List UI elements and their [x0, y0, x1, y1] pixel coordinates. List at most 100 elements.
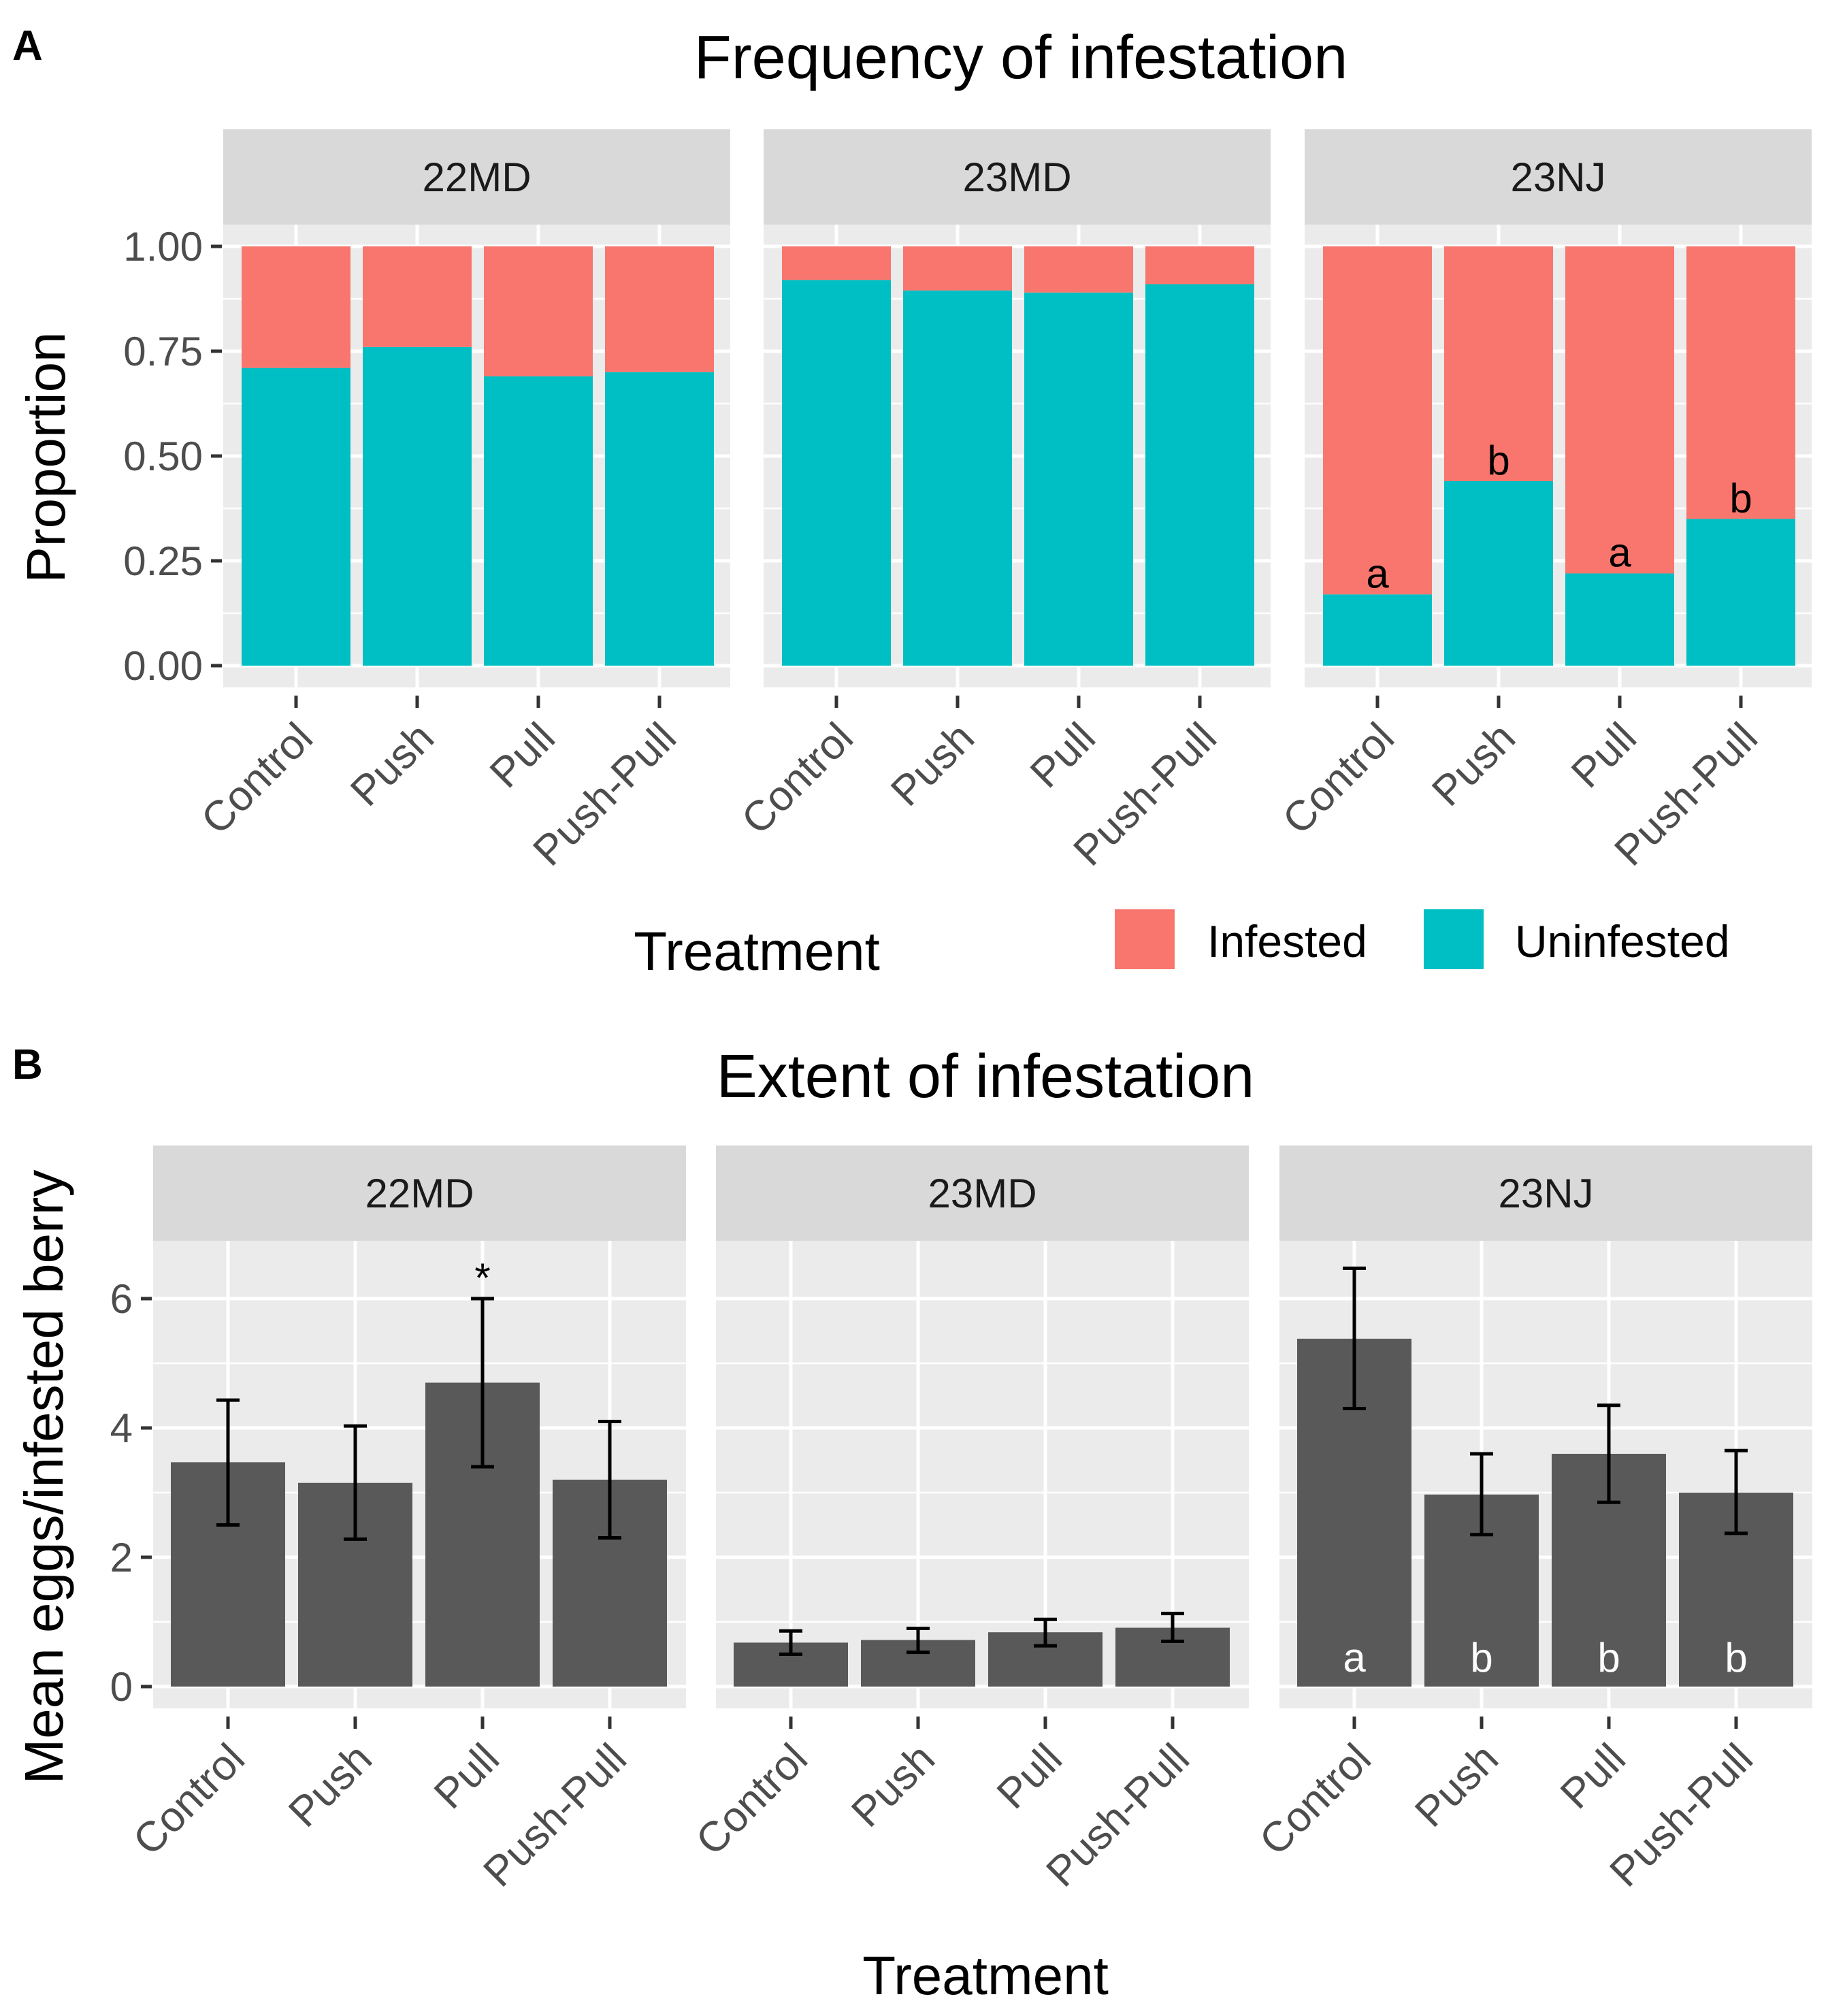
panel-a-bar-23nj-pull-uninfested — [1565, 573, 1674, 666]
panel-b-xtick-label: Control — [1251, 1735, 1380, 1864]
panel-a-sig-label: a — [1608, 530, 1631, 575]
panel-a-bar-22md-pull-infested — [484, 246, 593, 376]
panel-a-bar-23md-control-infested — [782, 246, 891, 280]
panel-b-error-bar — [344, 1424, 367, 1541]
panel-a-letter: A — [12, 22, 43, 69]
panel-b-error-bar — [1597, 1403, 1620, 1504]
panel-b-strip-label-22md: 22MD — [365, 1171, 474, 1216]
panel-b-xtick-label: Pull — [1552, 1735, 1635, 1818]
panel-a-bar-22md-control-infested — [242, 246, 350, 368]
legend-label-uninfested: Uninfested — [1515, 916, 1730, 966]
panel-a-bar-22md-push-pull-infested — [605, 246, 714, 372]
panel-a-bar-23nj-control-uninfested — [1323, 594, 1432, 666]
panel-b-strip-label-23nj: 23NJ — [1498, 1171, 1593, 1216]
panel-a-bar-23md-push-uninfested — [903, 290, 1012, 666]
panel-b-ytick-label: 6 — [110, 1276, 133, 1322]
panel-a-bar-23nj-control-infested — [1323, 246, 1432, 595]
panel-a-bar-23md-pull-uninfested — [1024, 292, 1133, 666]
panel-b-ylabel: Mean eggs/infested berry — [14, 1170, 74, 1785]
panel-a-xtick-label: Pull — [481, 714, 564, 797]
panel-a-bar-23md-push-pull-infested — [1145, 246, 1254, 284]
panel-b-letter: B — [12, 1041, 43, 1088]
panel-a-bar-23nj-push-uninfested — [1444, 481, 1553, 666]
panel-b-title: Extent of infestation — [717, 1043, 1255, 1111]
panel-a-xtick-label: Push — [882, 714, 983, 815]
legend-key-uninfested — [1424, 909, 1484, 969]
panel-b-error-bar — [1034, 1617, 1057, 1648]
panel-a-ytick-label: 0.50 — [123, 434, 203, 479]
legend-key-infested — [1115, 909, 1175, 969]
panel-b-error-bar — [1470, 1452, 1493, 1537]
panel-b-xtick-label: Pull — [988, 1735, 1071, 1818]
panel-a-strip-label-22md: 22MD — [422, 155, 531, 200]
panel-a-ytick-label: 0.75 — [123, 329, 203, 374]
panel-b-xtick-label: Pull — [425, 1735, 508, 1818]
panel-a-bar-22md-push-uninfested — [363, 346, 472, 666]
panel-a-strip-label-23md: 23MD — [962, 155, 1071, 200]
panel-b-error-bar — [907, 1627, 930, 1655]
legend-label-infested: Infested — [1207, 916, 1367, 966]
panel-b-ytick-label: 2 — [110, 1535, 133, 1580]
panel-b-sig-label: b — [1725, 1635, 1747, 1680]
panel-a-bar-23nj-push-pull-infested — [1686, 246, 1795, 519]
panel-a-bar-22md-control-uninfested — [242, 368, 350, 666]
panel-a-bar-23md-pull-infested — [1024, 246, 1133, 293]
panel-b-strip-22md — [153, 1145, 686, 1241]
panel-b-xlabel: Treatment — [862, 1945, 1109, 2006]
panel-b-strip-23md — [716, 1145, 1249, 1241]
panel-a-strip-22md — [223, 129, 730, 225]
panel-b-xtick-label: Push — [280, 1735, 381, 1836]
panel-b-error-bar — [1343, 1266, 1366, 1410]
panel-a-xlabel: Treatment — [634, 921, 880, 981]
panel-b-xtick-label: Control — [125, 1735, 254, 1864]
panel-a-xtick-label: Control — [193, 714, 322, 843]
panel-b-strip-label-23md: 23MD — [928, 1171, 1036, 1216]
panel-b-sig-label: * — [474, 1255, 490, 1301]
panel-b-sig-label: b — [1470, 1635, 1492, 1680]
panel-b-error-bar — [216, 1398, 240, 1527]
panel-b-sig-label: a — [1343, 1635, 1366, 1680]
legend: Infested Uninfested — [1115, 909, 1730, 969]
panel-a-bar-23md-push-infested — [903, 246, 1012, 291]
panel-b-error-bar — [1725, 1448, 1748, 1535]
panel-b-error-bar — [1161, 1612, 1184, 1643]
panel-a-sig-label: b — [1487, 438, 1509, 483]
panel-b-error-bar — [779, 1629, 802, 1656]
panel-b-ytick-label: 0 — [110, 1664, 133, 1710]
panel-a-ylabel: Proportion — [16, 331, 76, 583]
panel-a-xtick-label: Push — [1423, 714, 1524, 815]
panel-a-sig-label: b — [1729, 475, 1752, 521]
panel-a-strip-23nj — [1305, 129, 1812, 225]
panel-a-ytick-label: 0.25 — [123, 538, 203, 584]
panel-b-error-bar — [471, 1297, 494, 1469]
panel-a-bar-23nj-push-infested — [1444, 246, 1553, 481]
panel-a-xtick-label: Pull — [1563, 714, 1646, 797]
panel-a-bar-23md-push-pull-uninfested — [1145, 284, 1254, 666]
panel-a-bar-22md-push-infested — [363, 246, 472, 347]
panel-a-bar-23nj-pull-infested — [1565, 246, 1674, 574]
panel-a-ytick-label: 1.00 — [123, 224, 203, 270]
panel-a-ytick-label: 0.00 — [123, 643, 203, 689]
panel-b-error-bar — [598, 1420, 621, 1540]
panel-a-bar-22md-pull-uninfested — [484, 376, 593, 666]
panel-b-xtick-label: Push — [1406, 1735, 1507, 1836]
panel-b-xtick-label: Push — [843, 1735, 944, 1836]
panel-a-strip-23md — [764, 129, 1271, 225]
panel-b-xtick-label: Control — [687, 1735, 817, 1864]
panel-a-bar-23md-control-uninfested — [782, 280, 891, 666]
panel-a-xtick-label: Pull — [1022, 714, 1105, 797]
panel-b-sig-label: b — [1597, 1635, 1620, 1680]
panel-a-xtick-label: Control — [733, 714, 862, 843]
panel-a-bar-23nj-push-pull-uninfested — [1686, 519, 1795, 666]
panel-a-sig-label: a — [1366, 551, 1389, 596]
panel-b-ytick-label: 4 — [110, 1405, 133, 1451]
panel-a-strip-label-23nj: 23NJ — [1510, 155, 1605, 200]
panel-a-title: Frequency of infestation — [694, 24, 1348, 92]
panel-a-xtick-label: Control — [1274, 714, 1403, 843]
panel-b-strip-23nj — [1279, 1145, 1812, 1241]
panel-a-xtick-label: Push — [342, 714, 443, 815]
panel-a-bar-22md-push-pull-uninfested — [605, 372, 714, 666]
